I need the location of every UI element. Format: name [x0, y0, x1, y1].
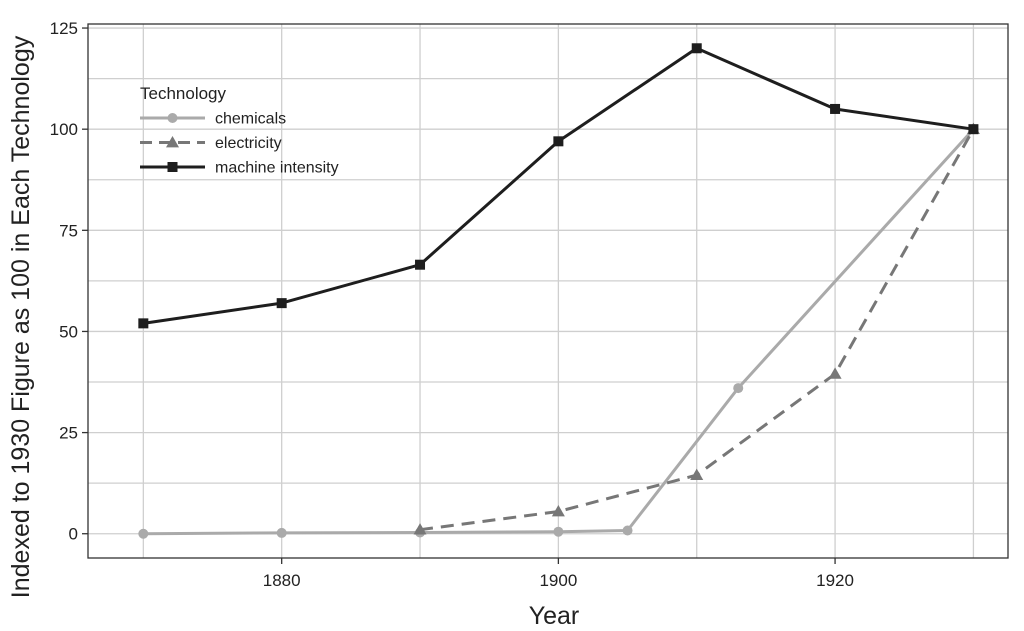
y-tick-label: 100 — [50, 120, 78, 139]
data-point-electricity — [690, 468, 704, 480]
y-axis-title: Indexed to 1930 Figure as 100 in Each Te… — [7, 35, 35, 598]
data-point-electricity — [413, 523, 427, 535]
y-tick-label: 50 — [59, 322, 78, 341]
y-tick-label: 75 — [59, 221, 78, 240]
legend-entry-electricity: electricity — [140, 135, 282, 152]
data-point-chemicals — [733, 383, 744, 394]
y-tick-label: 125 — [50, 19, 78, 38]
plot-background — [88, 24, 1008, 558]
axis-ticks: 1880 1900 1920 0 25 50 75 100 125 — [50, 19, 854, 590]
legend-title: Technology — [140, 84, 227, 103]
legend-entries: chemicals electricity machine intensity — [140, 111, 339, 177]
legend-swatch-marker — [166, 136, 179, 148]
series-machine-intensity — [138, 43, 979, 329]
legend-label: machine intensity — [215, 160, 339, 177]
data-point-chemicals — [622, 525, 633, 536]
y-tick-label: 0 — [69, 525, 78, 544]
legend-swatch-marker — [167, 113, 178, 123]
data-point-machine-intensity — [691, 43, 702, 54]
data-point-electricity — [551, 504, 565, 517]
legend-swatch-marker — [167, 162, 178, 172]
data-point-machine-intensity — [830, 103, 841, 114]
legend-entry-chemicals: chemicals — [140, 111, 286, 128]
data-point-machine-intensity — [553, 136, 564, 147]
legend-label: chemicals — [215, 111, 286, 128]
legend-label: electricity — [215, 135, 282, 152]
data-point-machine-intensity — [276, 298, 287, 309]
legend: Technology chemicals electricity machine i… — [140, 84, 339, 177]
data-point-chemicals — [276, 527, 287, 538]
data-point-chemicals — [553, 526, 564, 537]
data-point-electricity — [828, 367, 842, 379]
x-tick-label: 1880 — [263, 571, 301, 590]
x-axis-title: Year — [529, 602, 580, 630]
y-tick-label: 25 — [59, 424, 78, 443]
data-point-machine-intensity — [968, 124, 979, 135]
series-layer — [138, 43, 980, 539]
data-point-machine-intensity — [415, 259, 426, 270]
legend-entry-machine-intensity: machine intensity — [140, 160, 339, 177]
x-tick-label: 1900 — [539, 571, 577, 590]
data-point-chemicals — [138, 528, 149, 539]
x-tick-label: 1920 — [816, 571, 854, 590]
plot-frame — [87, 23, 1009, 559]
data-point-machine-intensity — [138, 318, 149, 329]
